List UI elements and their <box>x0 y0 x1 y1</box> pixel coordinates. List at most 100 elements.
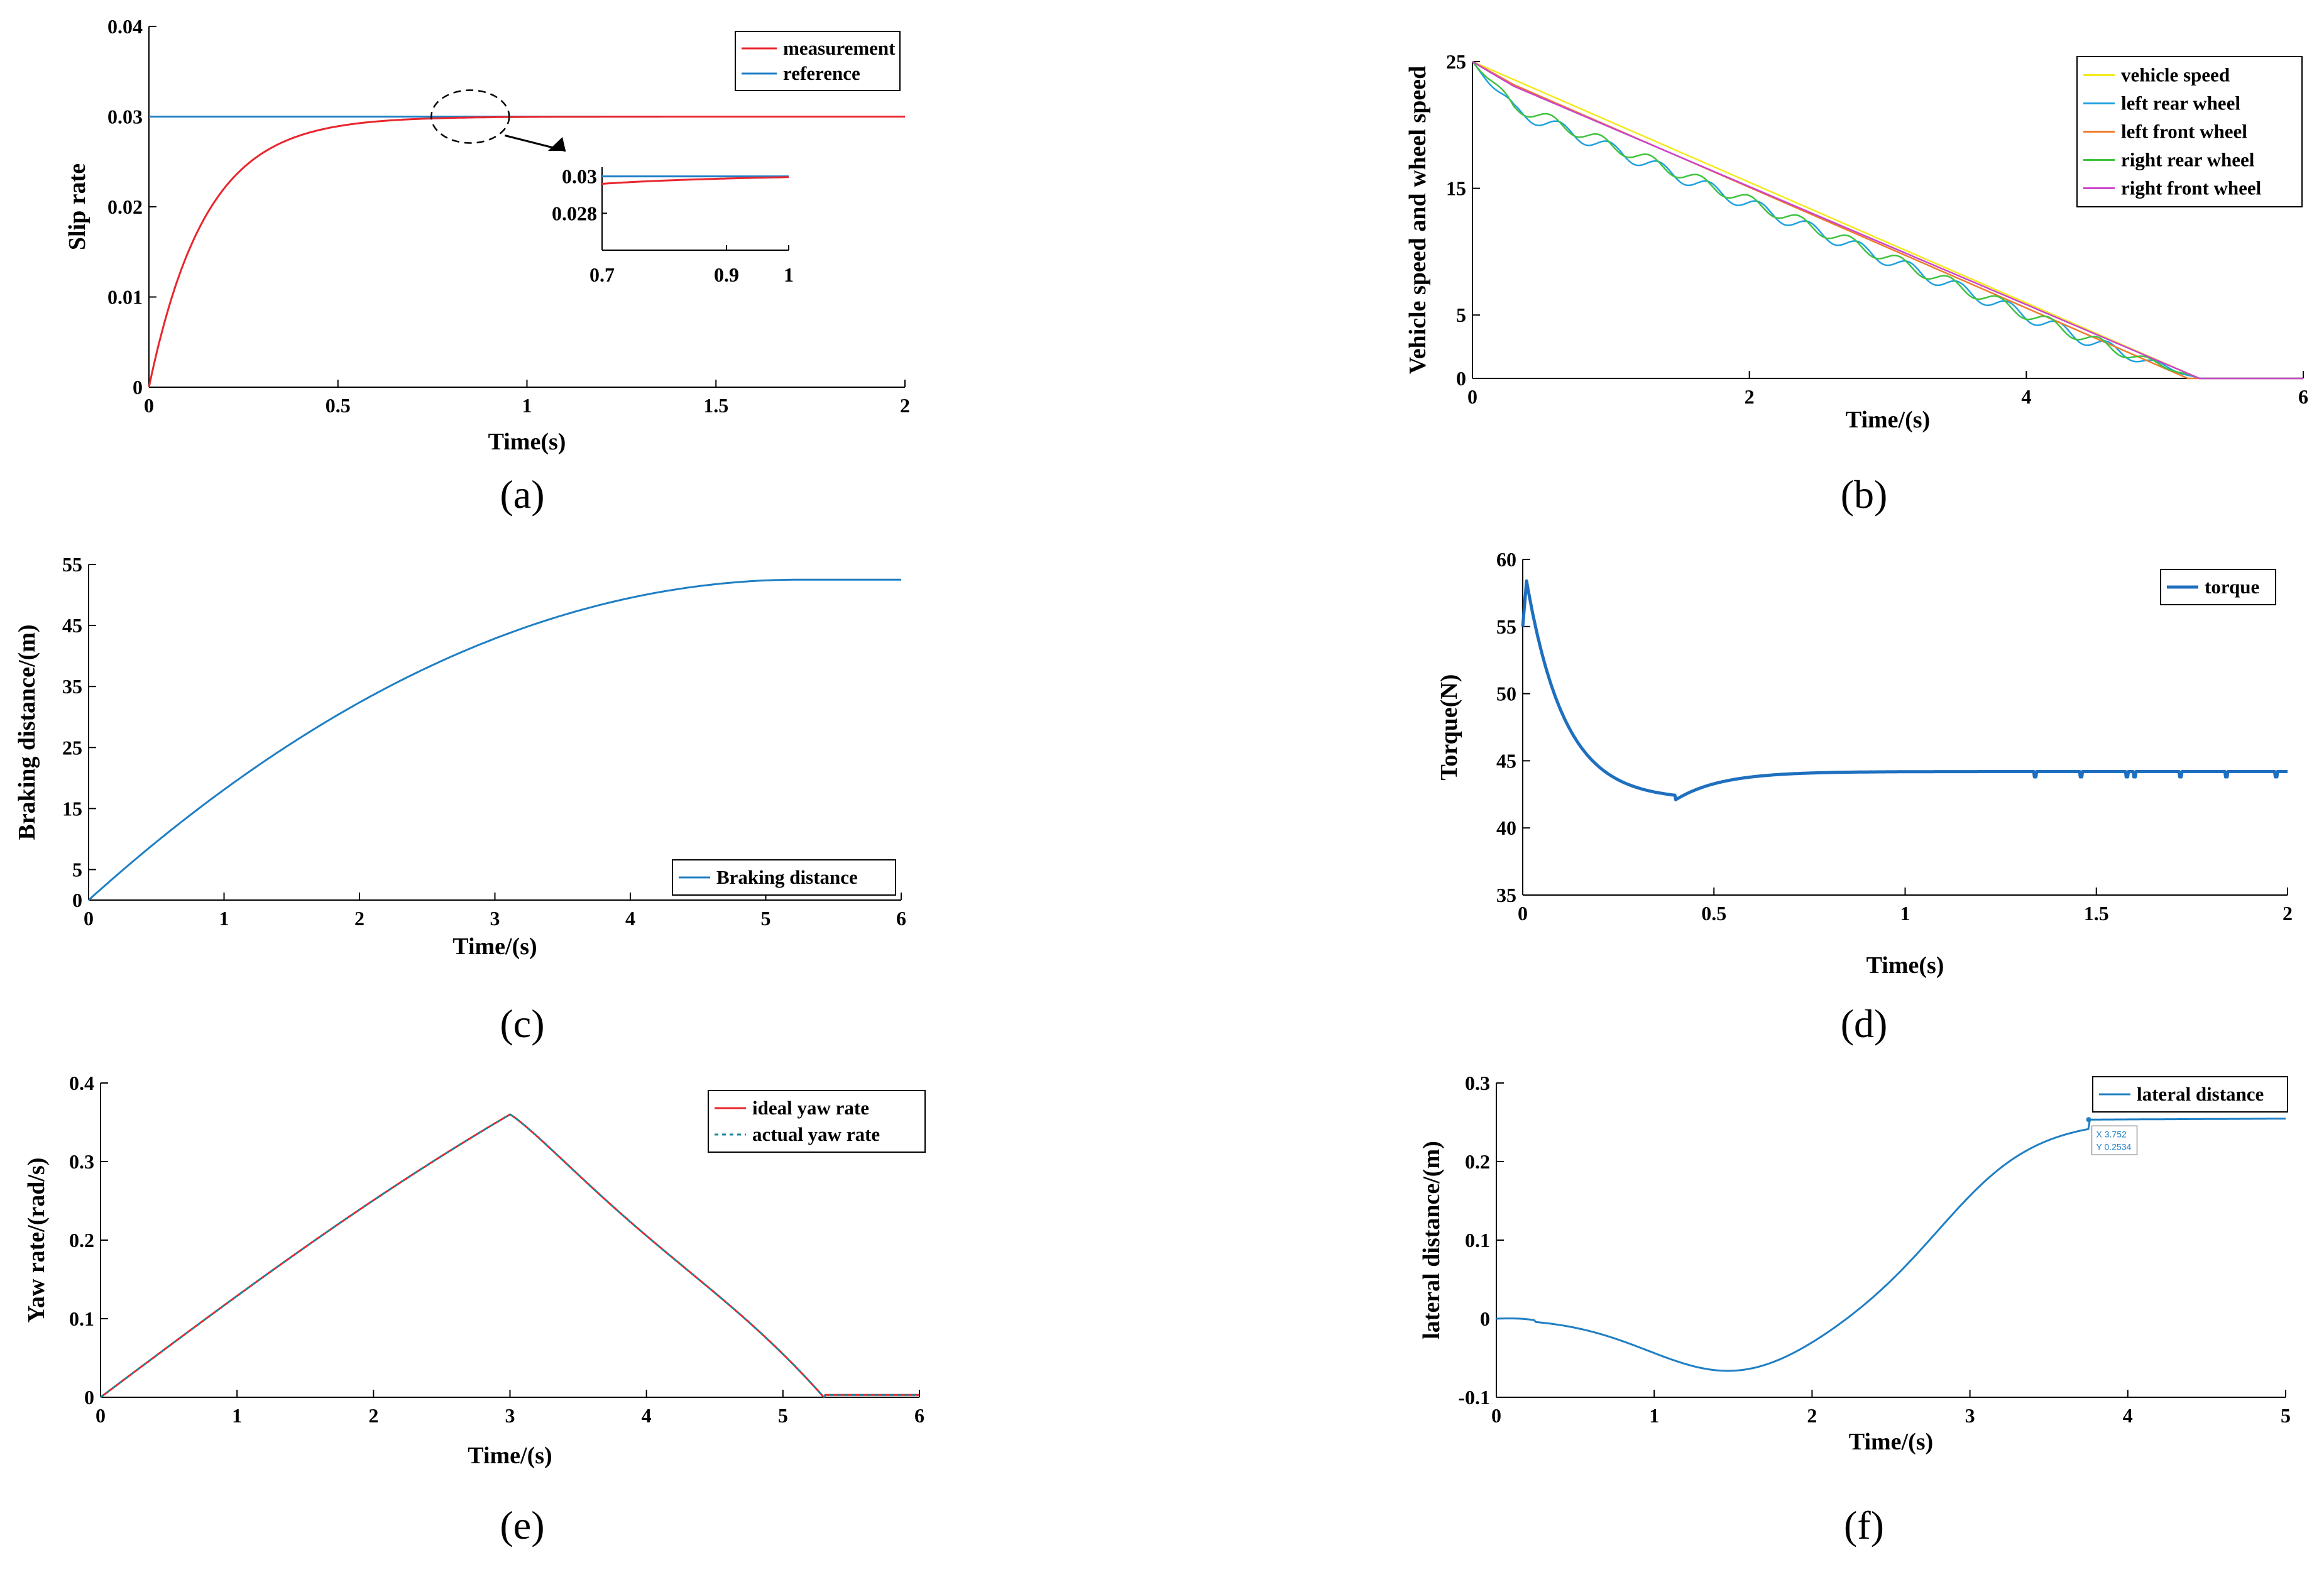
x-axis-label: Time/(s) <box>1846 407 1930 433</box>
x-tick-label: 6 <box>896 907 906 930</box>
y-tick-label: 60 <box>1496 548 1516 571</box>
x-tick-label: 2 <box>2283 902 2293 925</box>
x-axis-label: Time/(s) <box>452 933 537 960</box>
legend-label: right front wheel <box>2121 177 2262 199</box>
x-tick-label: 4 <box>625 907 635 930</box>
chart-panel-a: 0 0.5 1 1.5 2 0 0.01 0.02 0.03 0.04 Time(s) Slip ra… <box>64 15 910 517</box>
x-axis-label: Time/(s) <box>468 1443 552 1469</box>
chart-panel-d: 0 0.5 1 1.5 2 35 40 45 50 55 60 Time(s) Torque(N) (d)… <box>1436 548 2293 1046</box>
x-tick-label: 0 <box>1467 385 1477 408</box>
legend-label: left front wheel <box>2121 121 2247 143</box>
datatip-x: X 3.752 <box>2097 1129 2127 1139</box>
chart-panel-b: 0 2 4 6 0 5 15 25 Time/(s) Vehicle speed and whee… <box>1405 50 2308 517</box>
x-tick-label: 1 <box>219 907 229 930</box>
x-tick-label: 0 <box>96 1404 106 1427</box>
y-tick-label: 15 <box>62 797 82 820</box>
x-tick-label: 6 <box>914 1404 924 1427</box>
inset-y-tick-label: 0.028 <box>552 202 597 224</box>
x-tick-label: 4 <box>642 1404 652 1427</box>
panel-caption: (b) <box>1841 472 1888 517</box>
y-tick-label: 0.02 <box>107 195 143 218</box>
series-line-torque <box>1521 579 2289 801</box>
legend-label: left rear wheel <box>2121 92 2240 114</box>
legend-label: Braking distance <box>716 866 858 888</box>
x-tick-label: 5 <box>761 907 771 930</box>
x-tick-label: 2 <box>368 1404 378 1427</box>
y-tick-label: 25 <box>62 736 82 759</box>
series-line-right-rear-wheel <box>1472 61 2303 380</box>
legend-label: lateral distance <box>2137 1083 2264 1105</box>
y-tick-label: 0 <box>1456 367 1466 390</box>
datatip-box <box>2091 1125 2138 1155</box>
x-tick-label: 2 <box>1807 1404 1817 1427</box>
x-axis-label: Time(s) <box>1866 952 1944 979</box>
x-tick-label: 2 <box>1745 385 1755 408</box>
y-tick-label: 15 <box>1446 177 1466 200</box>
y-tick-label: 35 <box>62 675 82 698</box>
y-tick-label: 0.3 <box>69 1150 94 1173</box>
y-tick-label: 45 <box>62 614 82 637</box>
y-tick-label: 50 <box>1496 683 1516 705</box>
y-tick-label: 0 <box>84 1386 94 1409</box>
x-tick-label: 0.5 <box>326 394 351 417</box>
x-tick-label: 2 <box>354 907 364 930</box>
y-tick-label: 0.1 <box>69 1307 94 1330</box>
y-tick-label: 0.04 <box>107 15 143 38</box>
y-tick-label: 0.2 <box>1465 1150 1490 1173</box>
x-tick-label: 2 <box>900 394 910 417</box>
x-tick-label: 4 <box>2021 385 2031 408</box>
y-axis-label: lateral distance/(m) <box>1418 1141 1445 1339</box>
y-tick-label: 0.1 <box>1465 1229 1490 1251</box>
datatip-marker <box>2086 1117 2091 1123</box>
legend-label: actual yaw rate <box>752 1123 880 1145</box>
inset-x-tick-label: 1 <box>784 263 794 286</box>
x-tick-label: 1.5 <box>2084 902 2109 925</box>
x-tick-label: 0 <box>84 907 94 930</box>
panel-caption: (f) <box>1844 1503 1884 1547</box>
panel-caption: (c) <box>500 1001 544 1046</box>
legend-label: right rear wheel <box>2121 149 2255 171</box>
legend-label: reference <box>783 62 860 84</box>
chart-panel-e: 0 1 2 3 4 5 6 0 0.1 0.2 0.3 0.4 Time/(s) Yaw rate/(ra… <box>23 1072 926 1547</box>
inset-x-tick-label: 0.9 <box>714 263 739 286</box>
series-line-actual-yaw-rate <box>100 1113 919 1399</box>
x-tick-label: 5 <box>778 1404 788 1427</box>
y-tick-label: 5 <box>72 858 82 881</box>
x-tick-label: 6 <box>2298 385 2308 408</box>
y-tick-label: -0.1 <box>1458 1386 1490 1409</box>
y-tick-label: 0 <box>72 889 82 911</box>
y-tick-label: 45 <box>1496 749 1516 772</box>
y-tick-label: 0.2 <box>69 1229 94 1251</box>
series-line-ideal-yaw-rate <box>100 1113 919 1399</box>
legend-label: ideal yaw rate <box>752 1097 869 1119</box>
x-tick-label: 3 <box>1965 1404 1975 1427</box>
zoom-ellipse <box>430 89 510 144</box>
x-tick-label: 1.5 <box>703 394 728 417</box>
y-tick-label: 55 <box>1496 615 1516 638</box>
inset-measurement-line <box>601 176 789 185</box>
y-tick-label: 0.01 <box>107 286 143 309</box>
series-line-left-rear-wheel <box>1472 61 2303 380</box>
y-axis-label: Vehicle speed and wheel speed <box>1405 66 1431 375</box>
series-line-right-front-wheel <box>1472 60 2303 380</box>
x-tick-label: 3 <box>505 1404 515 1427</box>
y-tick-label: 5 <box>1456 304 1466 326</box>
y-tick-label: 0.4 <box>69 1072 94 1094</box>
datatip-y: Y 0.2534 <box>2097 1141 2132 1152</box>
y-tick-label: 0.03 <box>107 106 143 128</box>
y-axis-label: Slip rate <box>64 163 90 250</box>
y-axis-label: Torque(N) <box>1436 674 1462 781</box>
y-tick-label: 0 <box>1480 1307 1490 1330</box>
y-tick-label: 0.3 <box>1465 1072 1490 1094</box>
zoom-arrow-head <box>548 137 566 151</box>
x-tick-label: 3 <box>490 907 500 930</box>
x-tick-label: 0 <box>144 394 154 417</box>
x-tick-label: 1 <box>522 394 532 417</box>
series-line-measurement <box>148 116 905 388</box>
legend-box <box>735 31 901 91</box>
x-tick-label: 0 <box>1518 902 1528 925</box>
inset-plot: 0.7 0.9 1 0.03 0.028 <box>552 165 794 286</box>
series-line-lateral-distance <box>1496 1118 2286 1372</box>
x-axis-label: Time/(s) <box>1849 1429 1933 1455</box>
